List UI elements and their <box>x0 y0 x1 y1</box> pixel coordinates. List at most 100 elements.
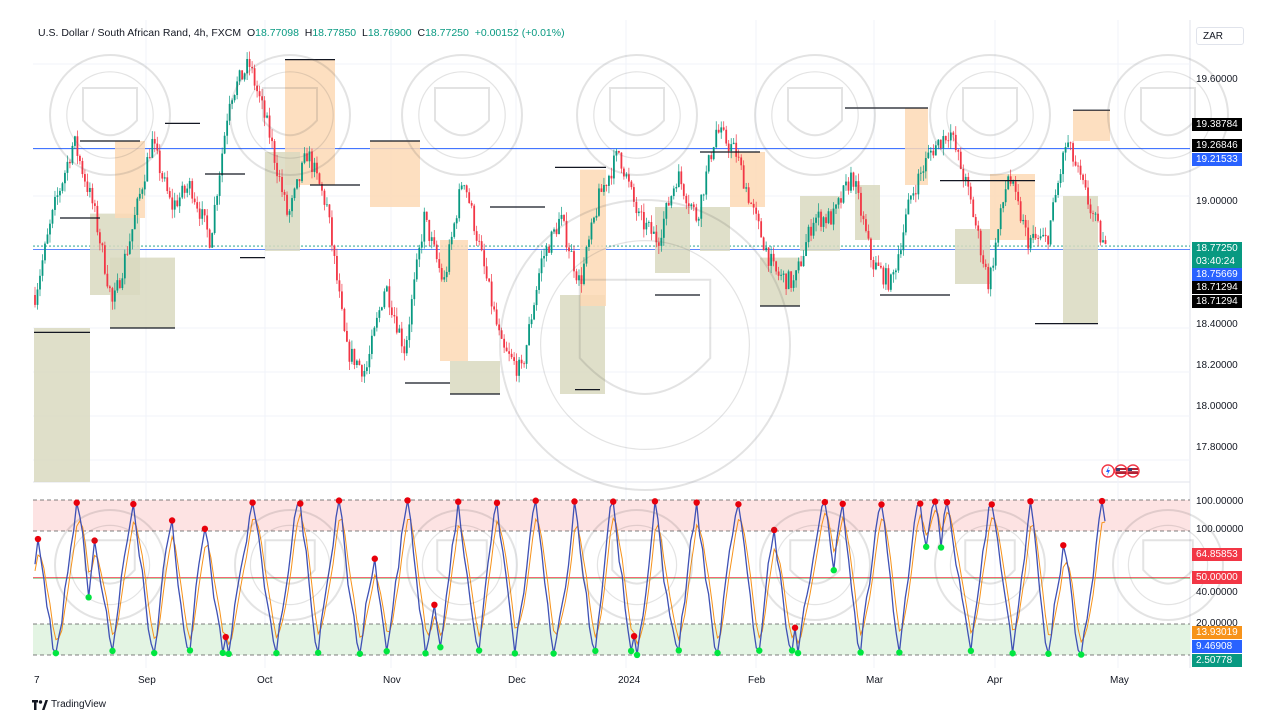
watermark-ring <box>69 524 151 606</box>
candle-body <box>632 187 635 202</box>
candle-body <box>897 254 900 271</box>
candle-body <box>1022 219 1025 222</box>
candle-body <box>912 193 915 196</box>
watermark-ring <box>229 54 351 176</box>
watermark-shield <box>262 87 318 137</box>
candle-body <box>1007 176 1010 190</box>
price-tick: 19.00000 <box>1196 196 1238 207</box>
events-flags-icon[interactable] <box>1101 464 1143 478</box>
oversold-marker <box>830 567 837 574</box>
candle-body <box>84 174 86 182</box>
candle-body <box>64 172 66 184</box>
candle-body <box>623 168 625 177</box>
candle-body <box>106 273 109 287</box>
candle-body <box>727 143 730 152</box>
candle-body <box>41 260 44 276</box>
candle-body <box>183 185 186 193</box>
watermark-ring <box>499 199 791 491</box>
candle-body <box>922 171 925 173</box>
oversold-marker <box>437 643 444 651</box>
candle-body <box>311 151 313 173</box>
candle-body <box>508 351 511 354</box>
candle-body <box>894 270 897 273</box>
time-tick: 2024 <box>618 675 641 686</box>
symbol-header[interactable]: U.S. Dollar / South African Rand, 4h, FX… <box>38 27 565 39</box>
oversold-marker <box>627 647 635 655</box>
candles <box>34 51 1110 395</box>
watermark <box>49 54 1229 621</box>
watermark-shield <box>1142 539 1194 585</box>
candle-body <box>408 324 411 341</box>
candle-body <box>535 289 538 306</box>
candle-body <box>343 308 346 331</box>
candle-body <box>637 211 640 214</box>
time-tick: Sep <box>138 675 156 686</box>
candle-body <box>450 236 453 245</box>
candle-body <box>490 281 493 307</box>
candle-body <box>660 237 663 246</box>
oversold-marker <box>383 648 390 655</box>
candle-body <box>435 244 438 260</box>
candle-body <box>503 338 506 348</box>
watermark-ring <box>406 509 518 621</box>
candle-body <box>303 153 306 163</box>
candle-body <box>54 196 56 210</box>
academy-watermark-icon <box>929 54 1051 176</box>
watermark-shield <box>787 87 843 137</box>
watermark-shield <box>84 539 136 585</box>
candle-body <box>830 211 832 225</box>
candle-body <box>949 132 952 141</box>
candle-body <box>962 168 965 182</box>
candle-body <box>76 136 79 156</box>
demand-zone <box>450 361 500 394</box>
candle-body <box>817 211 820 218</box>
osc-tick: 100.00000 <box>1196 496 1244 507</box>
candle-body <box>133 215 136 230</box>
watermark-ring <box>1127 524 1209 606</box>
candle-body <box>380 307 383 311</box>
candle-body <box>478 240 481 242</box>
branding-label: TradingView <box>51 699 107 710</box>
overbought-marker <box>532 497 539 504</box>
candle-body <box>358 360 361 366</box>
currency-button[interactable]: ZAR <box>1196 27 1244 45</box>
tradingview-logo[interactable]: TradingView <box>32 699 106 710</box>
oversold-marker <box>794 649 802 657</box>
academy-watermark-icon <box>54 509 166 621</box>
candle-body <box>1049 220 1052 245</box>
candle-body <box>323 190 326 205</box>
overbought-marker <box>249 499 256 506</box>
candle-body <box>1069 142 1072 144</box>
overbought-marker <box>222 633 229 641</box>
candle-body <box>418 247 421 260</box>
candle-body <box>842 185 845 203</box>
low-value: 18.76900 <box>367 27 412 39</box>
candle-body <box>543 255 545 259</box>
candle-body <box>281 176 283 193</box>
candle-body <box>610 175 613 179</box>
candle-body <box>173 200 176 210</box>
candle-body <box>820 211 822 227</box>
candle-body <box>772 253 775 262</box>
candle-body <box>822 217 825 227</box>
candle-body <box>862 215 865 220</box>
candle-body <box>642 212 645 230</box>
candle-body <box>730 144 733 152</box>
candle-body <box>530 319 533 325</box>
candle-body <box>365 367 368 371</box>
candle-body <box>430 237 433 241</box>
candle-body <box>493 306 496 310</box>
candle-body <box>1037 238 1040 239</box>
candle-body <box>712 147 715 160</box>
candle-body <box>560 214 563 219</box>
candle-body <box>647 222 650 223</box>
candle-body <box>590 222 593 240</box>
candle-body <box>176 200 179 207</box>
candle-body <box>398 328 401 333</box>
candle-body <box>331 217 333 246</box>
candle-body <box>890 274 892 290</box>
candle-body <box>812 222 815 236</box>
candle-body <box>645 222 648 230</box>
candle-body <box>969 186 972 200</box>
